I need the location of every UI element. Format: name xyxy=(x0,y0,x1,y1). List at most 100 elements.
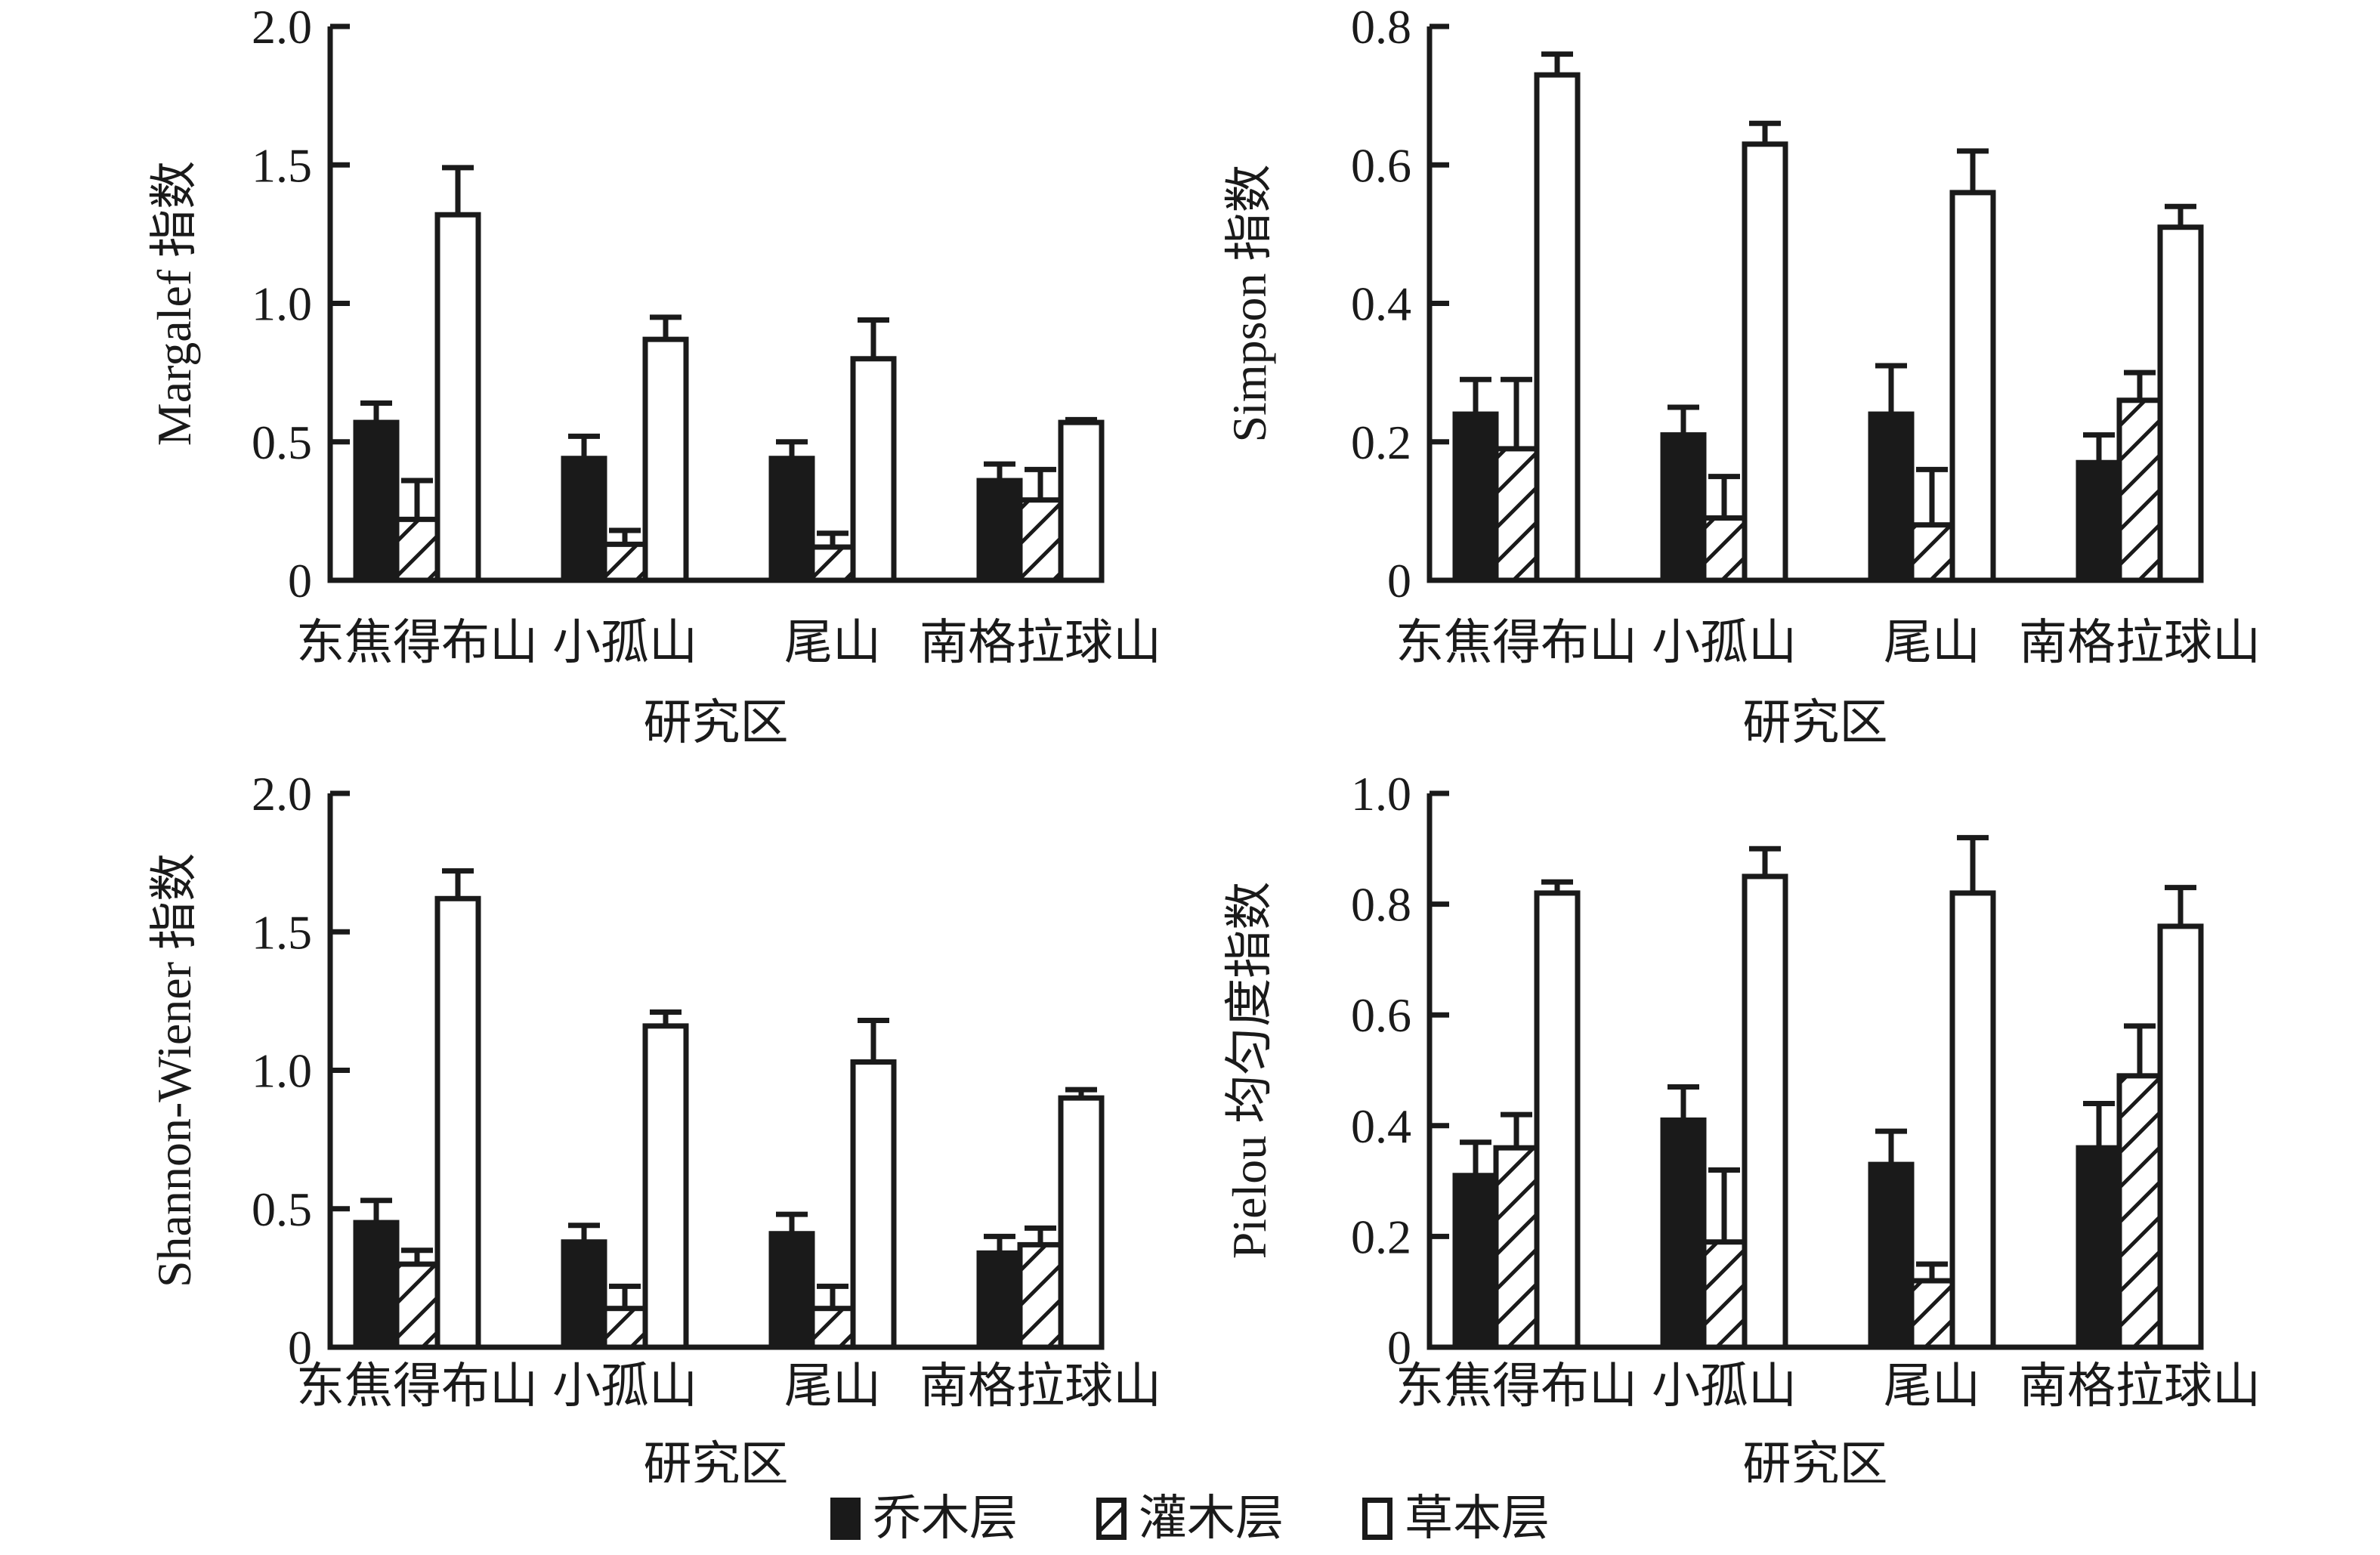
x-category-label: 东焦得布山 xyxy=(1396,616,1637,669)
bar-hatched-series1-group1 xyxy=(601,1306,648,1350)
legend-item-herb-layer: 草本层 xyxy=(1362,1495,1550,1543)
bar-hatched-series1-group3 xyxy=(2116,1073,2163,1350)
y-axis-title: Shannon-Wiener 指数 xyxy=(147,853,201,1288)
legend-label-shrub-layer: 灌木层 xyxy=(1139,1492,1284,1545)
x-axis-title: 研究区 xyxy=(1743,1438,1888,1482)
y-tick-label: 0 xyxy=(288,1321,312,1374)
y-tick-label: 1.5 xyxy=(252,905,312,959)
bar-solid-series0-group1 xyxy=(1660,1117,1707,1350)
bar-solid-series0-group2 xyxy=(768,1231,815,1350)
bar-open-series2-group0 xyxy=(434,212,481,583)
bar-open-series2-group1 xyxy=(1742,141,1788,583)
y-axis-title: Margalef 指数 xyxy=(147,161,201,446)
bar-solid-series0-group2 xyxy=(1868,411,1915,583)
x-category-label: 南格拉球山 xyxy=(920,616,1161,669)
bar-open-series2-group3 xyxy=(2157,923,2204,1350)
y-axis-title: Simpson 指数 xyxy=(1222,164,1276,442)
bar-solid-series0-group0 xyxy=(1452,1173,1499,1350)
bar-solid-series0-group1 xyxy=(1660,432,1707,583)
x-category-label: 小孤山 xyxy=(1652,1359,1797,1413)
bar-hatched-series1-group3 xyxy=(1017,1241,1064,1350)
herb-layer-swatch-icon xyxy=(1362,1498,1392,1540)
bar-open-series2-group3 xyxy=(1058,1095,1105,1350)
bar-solid-series0-group0 xyxy=(353,419,400,583)
bar-solid-series0-group0 xyxy=(1452,411,1499,583)
bar-hatched-series1-group3 xyxy=(1017,497,1064,583)
x-category-label: 南格拉球山 xyxy=(2019,616,2261,669)
y-tick-label: 0.4 xyxy=(1351,277,1411,331)
bar-solid-series0-group3 xyxy=(2076,1145,2122,1350)
bar-hatched-series1-group2 xyxy=(809,1306,856,1350)
y-tick-label: 0 xyxy=(288,554,312,607)
x-category-label: 南格拉球山 xyxy=(920,1359,1161,1413)
x-axis-title: 研究区 xyxy=(1743,696,1888,750)
x-category-label: 小孤山 xyxy=(552,616,697,669)
y-tick-label: 2.0 xyxy=(252,0,312,54)
bar-hatched-series1-group0 xyxy=(394,516,440,583)
bar-open-series2-group1 xyxy=(642,1023,689,1350)
x-category-label: 尾山 xyxy=(784,616,881,669)
bar-solid-series0-group3 xyxy=(976,1250,1023,1350)
bar-solid-series0-group0 xyxy=(353,1220,400,1350)
x-category-label: 东焦得布山 xyxy=(1396,1359,1637,1413)
bar-hatched-series1-group1 xyxy=(1701,1239,1748,1350)
y-tick-label: 2.0 xyxy=(252,767,312,821)
bar-solid-series0-group1 xyxy=(561,456,607,583)
x-category-label: 东焦得布山 xyxy=(296,1359,538,1413)
bar-open-series2-group2 xyxy=(1949,190,1996,583)
bar-open-series2-group1 xyxy=(1742,873,1788,1350)
bar-open-series2-group0 xyxy=(1534,890,1581,1350)
legend: 乔木层 灌木层 草本层 xyxy=(0,1482,2380,1555)
bar-solid-series0-group3 xyxy=(976,478,1023,583)
x-category-label: 尾山 xyxy=(1884,1359,1980,1413)
y-tick-label: 0.6 xyxy=(1351,988,1411,1042)
legend-item-tree-layer: 乔木层 xyxy=(830,1495,1018,1543)
bar-open-series2-group1 xyxy=(642,336,689,583)
bar-hatched-series1-group2 xyxy=(1909,1278,1955,1350)
bar-open-series2-group2 xyxy=(1949,890,1996,1350)
bar-hatched-series1-group1 xyxy=(601,541,648,583)
x-axis-title: 研究区 xyxy=(644,696,789,750)
x-axis-title: 研究区 xyxy=(644,1438,789,1482)
bar-solid-series0-group2 xyxy=(768,456,815,583)
x-category-label: 南格拉球山 xyxy=(2019,1359,2261,1413)
bar-hatched-series1-group0 xyxy=(394,1261,440,1350)
bar-hatched-series1-group2 xyxy=(1909,522,1955,583)
y-tick-label: 0.2 xyxy=(1351,1210,1411,1263)
shannon-wiener-index-chart: 0 0.5 1.0 1.5 2.0 东焦得布山 小孤山 尾山 南格拉球山 研究区 Shannon-W… xyxy=(0,762,1190,1482)
bar-open-series2-group0 xyxy=(434,895,481,1350)
legend-label-herb-layer: 草本层 xyxy=(1405,1492,1550,1545)
bar-open-series2-group2 xyxy=(850,1059,897,1350)
x-category-label: 小孤山 xyxy=(552,1359,697,1413)
bar-hatched-series1-group2 xyxy=(809,544,856,583)
y-tick-label: 0.4 xyxy=(1351,1099,1411,1153)
y-tick-label: 0.8 xyxy=(1351,0,1411,54)
y-tick-label: 1.0 xyxy=(252,1044,312,1098)
x-category-label: 尾山 xyxy=(1884,616,1980,669)
pielou-evenness-index-chart: 0 0.2 0.4 0.6 0.8 1.0 东焦得布山 小孤山 尾山 南格拉球山研究区 Pielou… xyxy=(1190,762,2380,1482)
legend-item-shrub-layer: 灌木层 xyxy=(1096,1495,1284,1543)
y-tick-label: 1.0 xyxy=(252,277,312,331)
y-axis-title: Pielou 均匀度指数 xyxy=(1222,882,1276,1260)
y-tick-label: 0.6 xyxy=(1351,138,1411,192)
y-tick-label: 0.2 xyxy=(1351,416,1411,469)
bar-open-series2-group3 xyxy=(1058,419,1105,583)
bar-open-series2-group3 xyxy=(2157,224,2204,583)
bar-hatched-series1-group1 xyxy=(1701,515,1748,583)
y-tick-label: 0 xyxy=(1387,1321,1411,1374)
x-category-label: 小孤山 xyxy=(1652,616,1797,669)
bar-open-series2-group2 xyxy=(850,356,897,583)
y-tick-label: 0 xyxy=(1387,554,1411,607)
bar-open-series2-group0 xyxy=(1534,72,1581,583)
y-tick-label: 0.5 xyxy=(252,416,312,469)
bar-solid-series0-group2 xyxy=(1868,1161,1915,1350)
y-tick-label: 1.0 xyxy=(1351,767,1411,821)
simpson-index-chart: 0 0.2 0.4 0.6 0.8 东焦得布山 小孤山 尾山 南格拉球山研究区 Simpson 指… xyxy=(1190,0,2380,762)
y-tick-label: 0.8 xyxy=(1351,878,1411,932)
margalef-index-chart: 0 0.5 1.0 1.5 2.0 东焦得布山 小孤山 尾山 南格拉球山 研究区 Margalef … xyxy=(0,0,1190,762)
x-category-label: 尾山 xyxy=(784,1359,881,1413)
